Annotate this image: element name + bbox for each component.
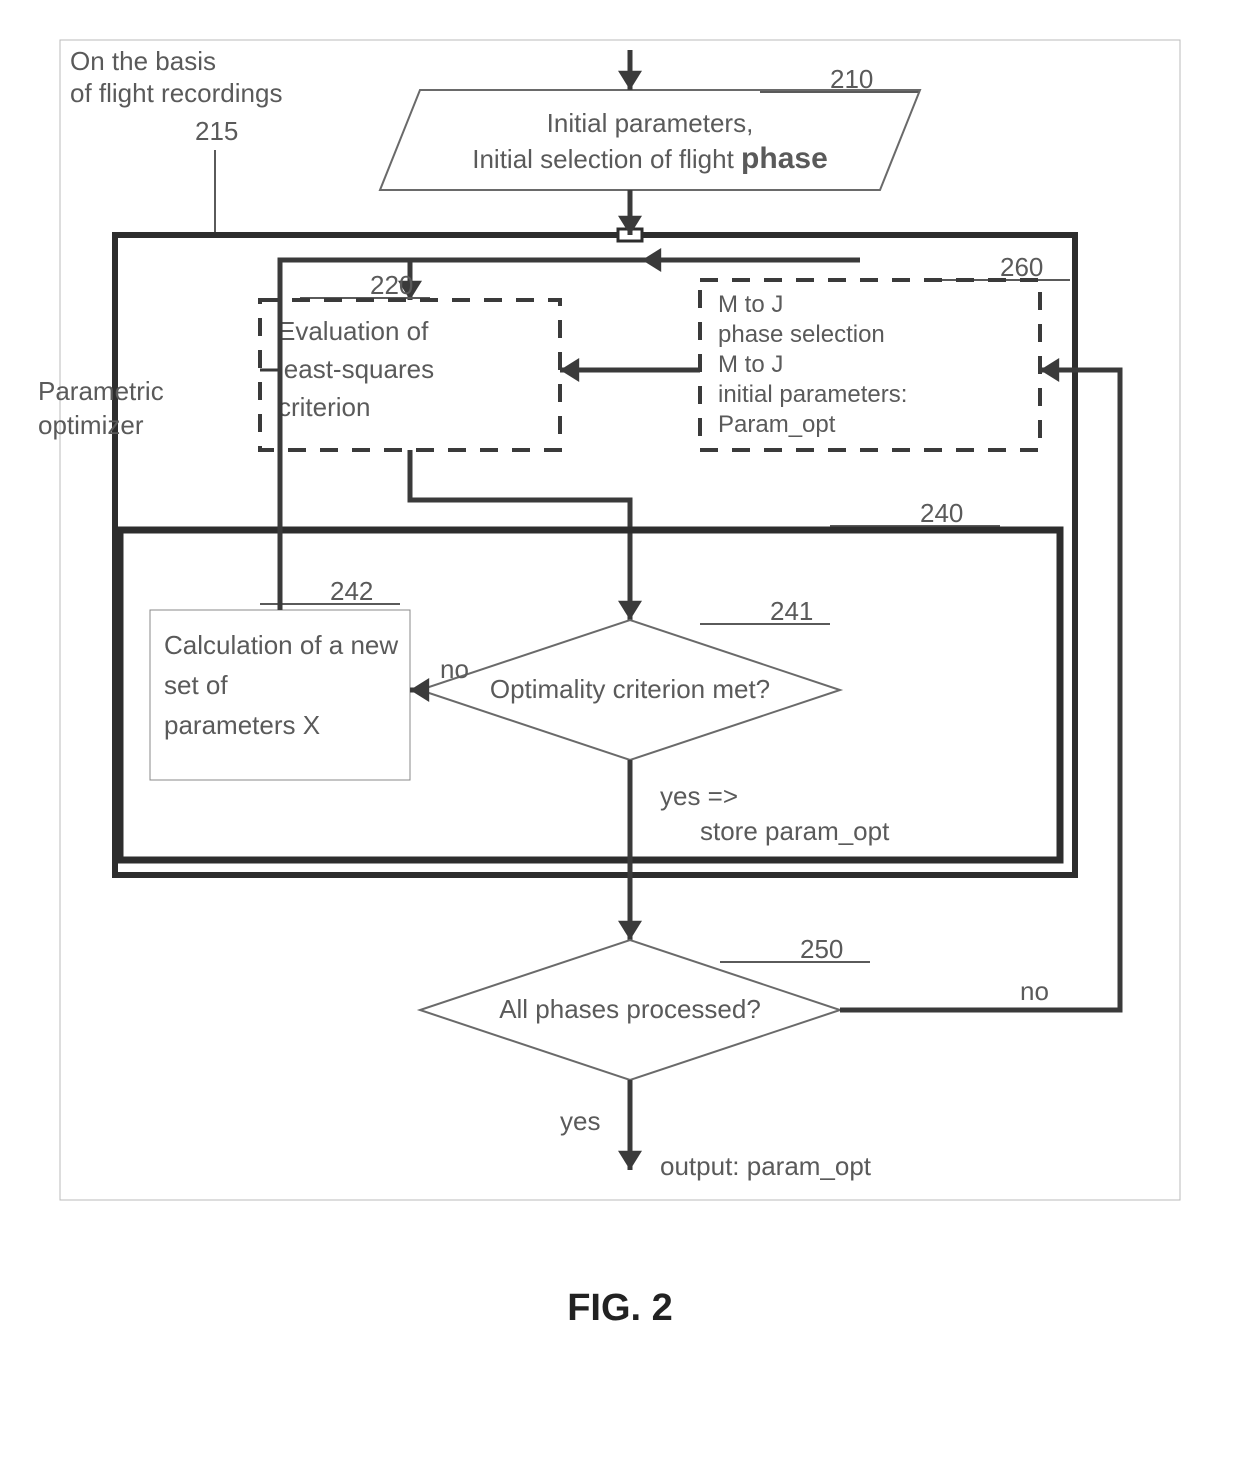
arrow-head xyxy=(618,921,642,940)
ref-242: 242 xyxy=(330,576,373,606)
ref-250: 250 xyxy=(800,934,843,964)
connector xyxy=(410,450,630,620)
label-parametric-2: optimizer xyxy=(38,410,144,440)
n220-line0: Evaluation of xyxy=(278,316,429,346)
outer-frame xyxy=(60,40,1180,1200)
n260-line4: Param_opt xyxy=(718,411,836,438)
ref-220: 220 xyxy=(370,270,413,300)
connector xyxy=(260,370,280,610)
label-output: output: param_opt xyxy=(660,1151,872,1181)
arrow-head xyxy=(618,1151,642,1170)
n210-line1: Initial parameters, xyxy=(547,108,754,138)
arrow-head xyxy=(618,71,642,90)
ref-215: 215 xyxy=(195,116,238,146)
note-basis-1: On the basis xyxy=(70,46,216,76)
n260-line0: M to J xyxy=(718,291,783,318)
connector xyxy=(410,260,630,300)
arrow-head xyxy=(1040,358,1059,382)
label-parametric-1: Parametric xyxy=(38,376,164,406)
n260-line2: M to J xyxy=(718,351,783,378)
n220-line2: criterion xyxy=(278,392,370,422)
n242-line0: Calculation of a new xyxy=(164,630,398,660)
arrow-head xyxy=(618,601,642,620)
n210-line2: Initial selection of flight phase xyxy=(472,142,828,175)
label-yes-store-1: yes => xyxy=(660,781,738,811)
connector xyxy=(280,260,618,610)
label-no-250: no xyxy=(1020,976,1049,1006)
note-basis-2: of flight recordings xyxy=(70,78,282,108)
arrow-head xyxy=(642,248,661,272)
n260-line1: phase selection xyxy=(718,321,885,348)
ref-241: 241 xyxy=(770,596,813,626)
n241-text: Optimality criterion met? xyxy=(490,674,770,704)
figure-label: FIG. 2 xyxy=(567,1287,673,1329)
ref-260: 260 xyxy=(1000,252,1043,282)
arrow-head xyxy=(410,678,429,702)
n250-text: All phases processed? xyxy=(499,994,761,1024)
n242-line1: set of xyxy=(164,670,228,700)
label-no-241: no xyxy=(440,654,469,684)
label-yes-250: yes xyxy=(560,1106,600,1136)
node-210-parallelogram xyxy=(380,90,920,190)
n242-line2: parameters X xyxy=(164,710,320,740)
n260-line3: initial parameters: xyxy=(718,381,907,408)
n220-line1: least-squares xyxy=(278,354,434,384)
ref-240: 240 xyxy=(920,498,963,528)
arrow-head xyxy=(560,358,579,382)
label-yes-store-2: store param_opt xyxy=(700,816,890,846)
